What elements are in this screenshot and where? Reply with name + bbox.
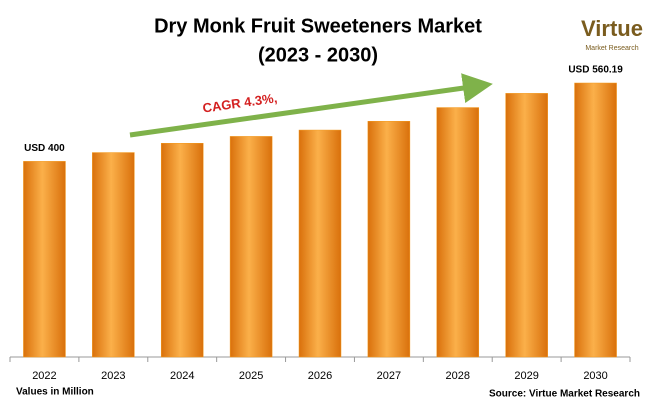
note: Values in Million [16, 387, 94, 398]
bar [574, 82, 617, 358]
x-tick-label: 2030 [583, 370, 607, 382]
logo-tagline: Market Research [585, 45, 638, 52]
bar [229, 136, 273, 358]
chart-title: Dry Monk Fruit Sweeteners Market [154, 15, 482, 37]
x-tick-label: 2027 [377, 370, 401, 382]
bar [92, 152, 135, 358]
bar [23, 161, 66, 358]
bar [436, 107, 480, 358]
x-tick-label: 2024 [170, 370, 194, 382]
x-tick-label: 2025 [239, 370, 263, 382]
x-tick-label: 2029 [514, 370, 538, 382]
x-tick-label: 2026 [308, 370, 332, 382]
x-tick-label: 2028 [446, 370, 470, 382]
x-tick-label: 2023 [101, 370, 125, 382]
bar [298, 129, 342, 358]
cagr-arrow [129, 73, 493, 138]
x-tick-label: 2022 [32, 370, 56, 382]
value-label: USD 560.19 [568, 65, 623, 76]
source: Source: Virtue Market Research [489, 389, 640, 400]
value-label: USD 400 [24, 143, 65, 154]
bar [505, 93, 548, 358]
bar [160, 143, 204, 358]
chart-subtitle: (2023 - 2030) [258, 44, 378, 66]
logo-name: Virtue [581, 16, 643, 41]
bar [367, 120, 411, 358]
cagr-annotation: CAGR 4.3%, [202, 90, 278, 115]
